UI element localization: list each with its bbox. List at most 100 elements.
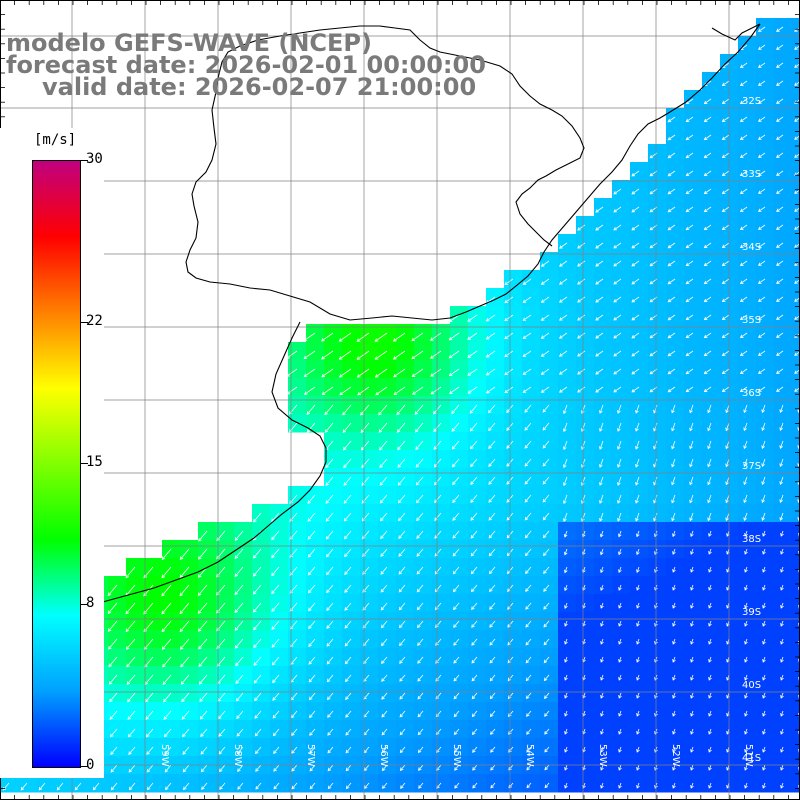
wind-arrow xyxy=(364,764,370,771)
wind-arrow-head xyxy=(326,643,331,647)
wind-arrow xyxy=(613,206,622,213)
wind-arrow-head xyxy=(685,280,690,285)
wind-arrow-head xyxy=(762,785,766,789)
wind-arrow xyxy=(595,206,604,213)
wind-arrow xyxy=(740,170,748,176)
wind-cell xyxy=(432,324,451,343)
wind-arrow-head xyxy=(345,714,349,718)
wind-arrow-head xyxy=(107,592,112,597)
wind-arrow xyxy=(690,566,694,573)
wind-cell xyxy=(774,144,793,163)
wind-arrow xyxy=(219,782,226,790)
wind-arrow xyxy=(289,404,298,415)
wind-arrow-head xyxy=(343,464,347,469)
wind-arrow-head xyxy=(739,298,744,302)
wind-arrow xyxy=(671,440,676,449)
wind-arrow-head xyxy=(794,100,798,104)
wind-arrow-head xyxy=(162,681,167,685)
wind-cell xyxy=(594,252,613,271)
wind-arrow-head xyxy=(327,767,332,772)
wind-arrow xyxy=(722,350,730,356)
wind-arrow-head xyxy=(757,154,762,158)
wind-arrow xyxy=(472,728,478,735)
wind-arrow xyxy=(381,710,388,718)
wind-arrow-head xyxy=(757,280,762,284)
wind-arrow-head xyxy=(543,641,548,646)
wind-arrow xyxy=(489,584,496,592)
wind-arrow-head xyxy=(125,574,130,579)
wind-arrow-head xyxy=(216,555,220,560)
wind-arrow-head xyxy=(125,646,130,650)
wind-cell xyxy=(756,252,775,271)
wind-arrow xyxy=(762,692,766,699)
wind-arrow-head xyxy=(289,554,294,558)
wind-arrow xyxy=(689,440,694,449)
wind-cell xyxy=(792,108,800,127)
wind-arrow-head xyxy=(636,659,640,663)
wind-arrow xyxy=(325,458,334,468)
wind-arrow-head xyxy=(306,411,311,415)
wind-cell xyxy=(738,90,757,109)
wind-arrow xyxy=(237,764,244,772)
wind-arrow-head xyxy=(356,338,361,342)
wind-arrow-head xyxy=(600,767,604,771)
wind-arrow xyxy=(617,404,622,414)
wind-arrow xyxy=(618,674,622,681)
wind-arrow-head xyxy=(689,445,693,450)
wind-arrow-head xyxy=(199,715,204,720)
wind-arrow xyxy=(216,638,226,649)
wind-cell xyxy=(468,306,487,325)
wind-arrow-head xyxy=(219,768,223,773)
wind-arrow xyxy=(128,746,136,755)
wind-arrow-head xyxy=(636,713,640,717)
wind-arrow xyxy=(434,566,442,575)
wind-arrow-head xyxy=(380,642,385,647)
wind-arrow-head xyxy=(542,462,547,467)
wind-arrow xyxy=(470,422,478,432)
wind-cell xyxy=(792,126,800,145)
wind-arrow-head xyxy=(108,663,112,668)
wind-arrow xyxy=(564,530,568,538)
wind-arrow-head xyxy=(344,571,348,576)
wind-cell xyxy=(324,360,343,379)
wind-arrow xyxy=(543,584,550,592)
wind-arrow-head xyxy=(636,785,640,789)
wind-arrow xyxy=(472,764,478,771)
wind-arrow xyxy=(470,494,478,503)
wind-arrow-head xyxy=(739,118,744,122)
wind-arrow-head xyxy=(564,785,568,789)
wind-arrow xyxy=(636,764,640,771)
colorbar-tick-label: 30 xyxy=(86,151,103,167)
wind-arrow-head xyxy=(600,677,604,681)
wind-arrow-head xyxy=(325,553,330,558)
wind-cell xyxy=(702,144,721,163)
wind-arrow-head xyxy=(794,64,798,68)
wind-arrow-head xyxy=(397,499,402,504)
wind-cell xyxy=(774,306,793,325)
wind-cell xyxy=(540,324,559,343)
wind-arrow xyxy=(129,782,136,790)
wind-cell xyxy=(774,252,793,271)
wind-arrow xyxy=(363,656,370,664)
wind-arrow xyxy=(672,746,676,753)
lat-label: 38S xyxy=(742,534,761,545)
wind-arrow xyxy=(488,458,496,467)
wind-arrow xyxy=(704,296,712,302)
wind-arrow xyxy=(449,368,460,377)
wind-arrow xyxy=(308,602,316,611)
wind-cell xyxy=(702,180,721,199)
wind-arrow xyxy=(564,638,568,645)
wind-arrow-head xyxy=(504,353,508,358)
wind-arrow-head xyxy=(471,695,476,700)
wind-arrow xyxy=(525,638,532,646)
wind-arrow xyxy=(255,746,262,754)
wind-arrow-head xyxy=(179,646,184,650)
wind-arrow xyxy=(686,170,694,177)
wind-arrow-head xyxy=(543,570,547,574)
wind-arrow xyxy=(564,602,568,609)
wind-arrow xyxy=(108,656,118,667)
wind-arrow xyxy=(324,404,334,415)
wind-arrow xyxy=(595,314,604,321)
wind-arrow xyxy=(776,332,784,338)
wind-arrow xyxy=(740,206,748,212)
